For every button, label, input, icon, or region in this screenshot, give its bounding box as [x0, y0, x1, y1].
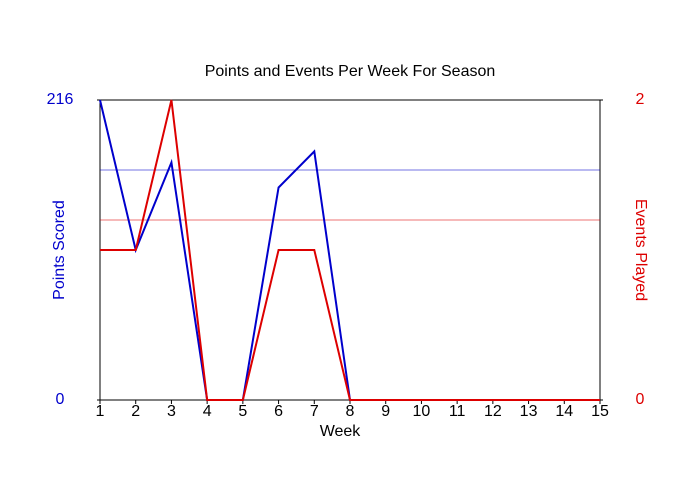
- x-tick-label: 3: [167, 403, 176, 420]
- x-tick-label: 5: [238, 403, 247, 420]
- x-tick-label: 2: [131, 403, 140, 420]
- y-axis-label: Points Scored: [51, 200, 68, 300]
- x-tick-label: 12: [484, 403, 502, 420]
- series-line: [100, 99, 600, 401]
- x-tick-label: 8: [346, 403, 355, 420]
- y2-tick-label: 2: [636, 91, 645, 108]
- y2-axis-label: Events Played: [632, 199, 649, 301]
- x-tick-label: 13: [520, 403, 538, 420]
- y-tick-label: 0: [56, 391, 65, 408]
- x-tick-label: 1: [96, 403, 105, 420]
- x-tick-label: 6: [274, 403, 283, 420]
- y2-tick-label: 0: [636, 391, 645, 408]
- x-tick-label: 11: [449, 403, 466, 420]
- series-line: [99, 99, 600, 401]
- x-tick-label: 15: [591, 403, 609, 420]
- chart-title: Points and Events Per Week For Season: [205, 63, 496, 80]
- x-tick-label: 14: [555, 403, 573, 420]
- x-tick-label: 10: [413, 403, 431, 420]
- x-tick-label: 9: [381, 403, 390, 420]
- x-axis-label: Week: [320, 423, 362, 440]
- x-tick-label: 4: [203, 403, 212, 420]
- y-tick-label: 216: [47, 91, 74, 108]
- plot-frame: [99, 99, 601, 401]
- x-tick-label: 7: [310, 403, 319, 420]
